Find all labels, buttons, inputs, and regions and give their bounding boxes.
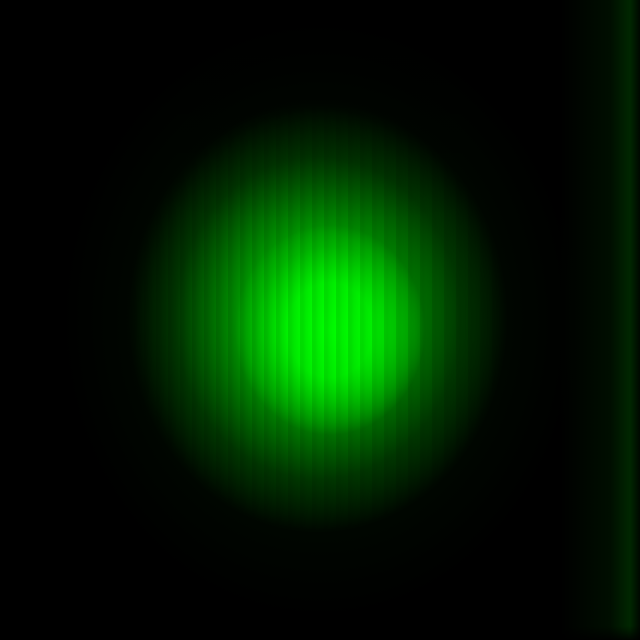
bottom-strip [0,626,640,640]
